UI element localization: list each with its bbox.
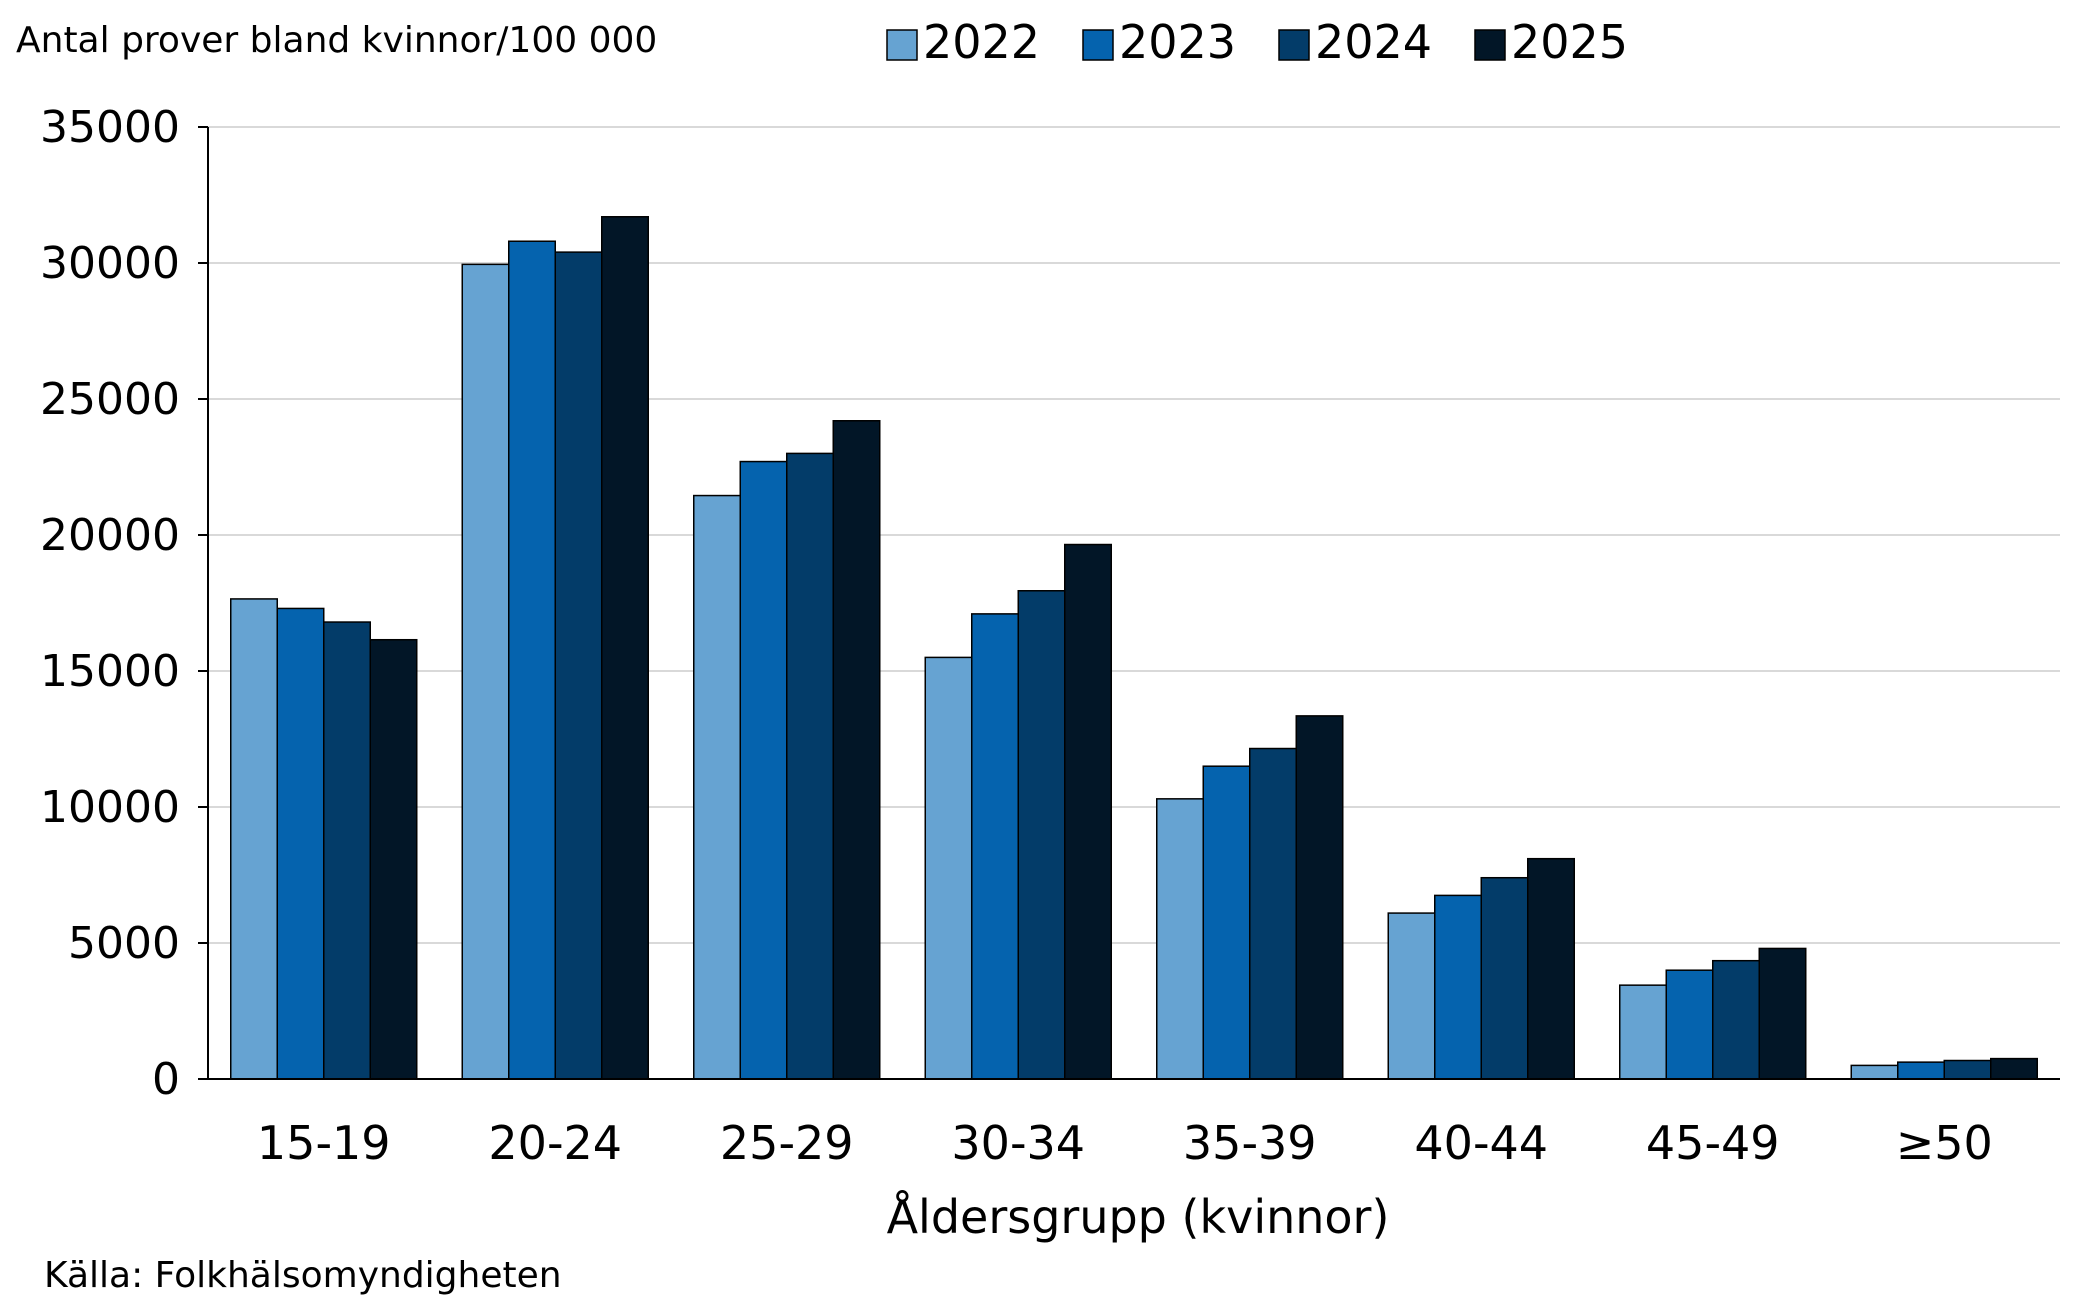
bar-2024-45-49 xyxy=(1712,959,1760,1080)
y-tick-label: 10000 xyxy=(40,782,180,833)
y-axis-title: Antal prover bland kvinnor/100 000 xyxy=(16,20,657,61)
legend-label-2022: 2022 xyxy=(923,15,1040,69)
bar-2024-≥50 xyxy=(1943,1059,1992,1080)
y-tick-label: 20000 xyxy=(40,510,180,561)
legend-label-2025: 2025 xyxy=(1511,15,1628,69)
bar-2023-45-49 xyxy=(1665,969,1714,1080)
bar-2025-≥50 xyxy=(1990,1057,2038,1080)
bar-2022-30-34 xyxy=(924,656,973,1080)
legend-swatch-2023 xyxy=(1082,29,1114,61)
y-tick-label: 25000 xyxy=(40,374,180,425)
bar-2022-15-19 xyxy=(230,598,278,1080)
y-tick-label: 0 xyxy=(152,1054,180,1105)
bar-2023-40-44 xyxy=(1434,894,1482,1080)
legend-swatch-2022 xyxy=(886,29,918,61)
bar-2024-15-19 xyxy=(323,621,371,1080)
source-note: Källa: Folkhälsomyndigheten xyxy=(44,1255,562,1296)
x-tick-label: ≥50 xyxy=(1896,1116,1993,1170)
bar-2023-35-39 xyxy=(1202,765,1251,1080)
x-axis-title: Åldersgrupp (kvinnor) xyxy=(887,1190,1390,1244)
bar-2025-45-49 xyxy=(1758,947,1807,1080)
y-tick-label: 35000 xyxy=(40,102,180,153)
bars xyxy=(230,216,2038,1080)
y-tick-label: 15000 xyxy=(40,646,180,697)
x-tick-label: 20-24 xyxy=(488,1116,622,1170)
bar-2025-20-24 xyxy=(601,216,649,1080)
legend-label-2023: 2023 xyxy=(1119,15,1236,69)
bar-2024-30-34 xyxy=(1017,590,1066,1080)
bar-2023-20-24 xyxy=(508,240,556,1080)
x-tick-label: 15-19 xyxy=(257,1116,391,1170)
bar-2025-40-44 xyxy=(1527,857,1575,1080)
bar-2022-35-39 xyxy=(1156,798,1204,1080)
x-tick-label: 45-49 xyxy=(1646,1116,1780,1170)
x-tick-label: 40-44 xyxy=(1414,1116,1548,1170)
y-tick-labels: 0 5000 10000 15000 20000 25000 30000 35000 xyxy=(40,102,180,1105)
y-tick-label: 30000 xyxy=(40,238,180,289)
bar-2025-25-29 xyxy=(832,420,881,1080)
bar-2024-40-44 xyxy=(1480,876,1529,1080)
bar-2023-30-34 xyxy=(971,613,1019,1080)
bar-2023-25-29 xyxy=(739,460,788,1080)
x-tick-label: 25-29 xyxy=(720,1116,854,1170)
legend: 2022 2023 2024 2025 xyxy=(886,15,1628,69)
legend-swatch-2025 xyxy=(1474,29,1506,61)
bar-2022-≥50 xyxy=(1850,1064,1899,1080)
bar-2025-30-34 xyxy=(1064,543,1112,1080)
bar-2022-20-24 xyxy=(461,263,510,1080)
legend-swatch-2024 xyxy=(1278,29,1310,61)
bar-2024-35-39 xyxy=(1249,747,1297,1080)
x-tick-label: 35-39 xyxy=(1183,1116,1317,1170)
bar-2023-≥50 xyxy=(1897,1061,1945,1080)
x-tick-label: 30-34 xyxy=(951,1116,1085,1170)
bar-2025-15-19 xyxy=(369,638,418,1080)
bar-2022-45-49 xyxy=(1619,984,1667,1080)
bar-2023-15-19 xyxy=(276,607,325,1080)
legend-label-2024: 2024 xyxy=(1315,15,1432,69)
bar-2025-35-39 xyxy=(1295,715,1344,1080)
bar-2022-40-44 xyxy=(1387,912,1436,1080)
bar-2022-25-29 xyxy=(693,494,741,1080)
bar-2024-25-29 xyxy=(786,452,834,1080)
x-tick-labels: 15-19 20-24 25-29 30-34 35-39 40-44 45-49 ≥50 xyxy=(257,1116,1993,1170)
y-tick-label: 5000 xyxy=(68,918,180,969)
bar-2024-20-24 xyxy=(554,251,603,1080)
axes xyxy=(198,126,2060,1080)
